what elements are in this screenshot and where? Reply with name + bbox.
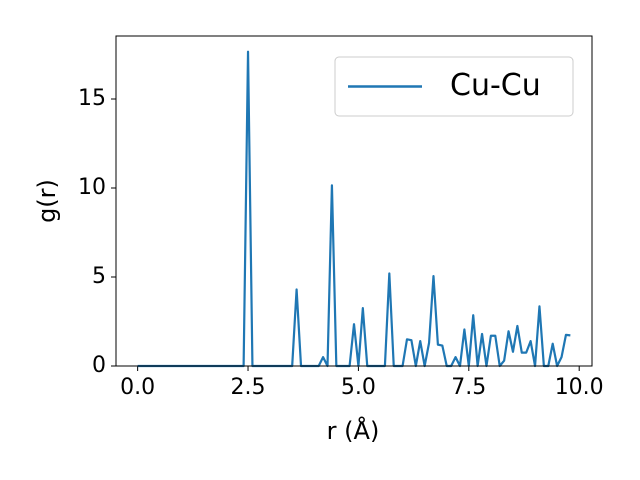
x-tick-label: 7.5	[451, 375, 486, 400]
y-tick-label: 15	[78, 86, 106, 111]
plot-frame	[115, 35, 593, 367]
x-axis-label: r (Å)	[327, 416, 380, 445]
y-tick-label: 5	[92, 264, 106, 289]
y-tick-label: 10	[78, 175, 106, 200]
x-tick-label: 10.0	[555, 375, 604, 400]
legend-box	[334, 56, 574, 117]
y-axis-label: g(r)	[33, 179, 61, 223]
y-tick-label: 0	[92, 353, 106, 378]
x-tick-label: 5.0	[341, 375, 376, 400]
x-tick-label: 2.5	[231, 375, 266, 400]
x-tick-label: 0.0	[120, 375, 155, 400]
legend-label: Cu-Cu	[450, 68, 541, 103]
